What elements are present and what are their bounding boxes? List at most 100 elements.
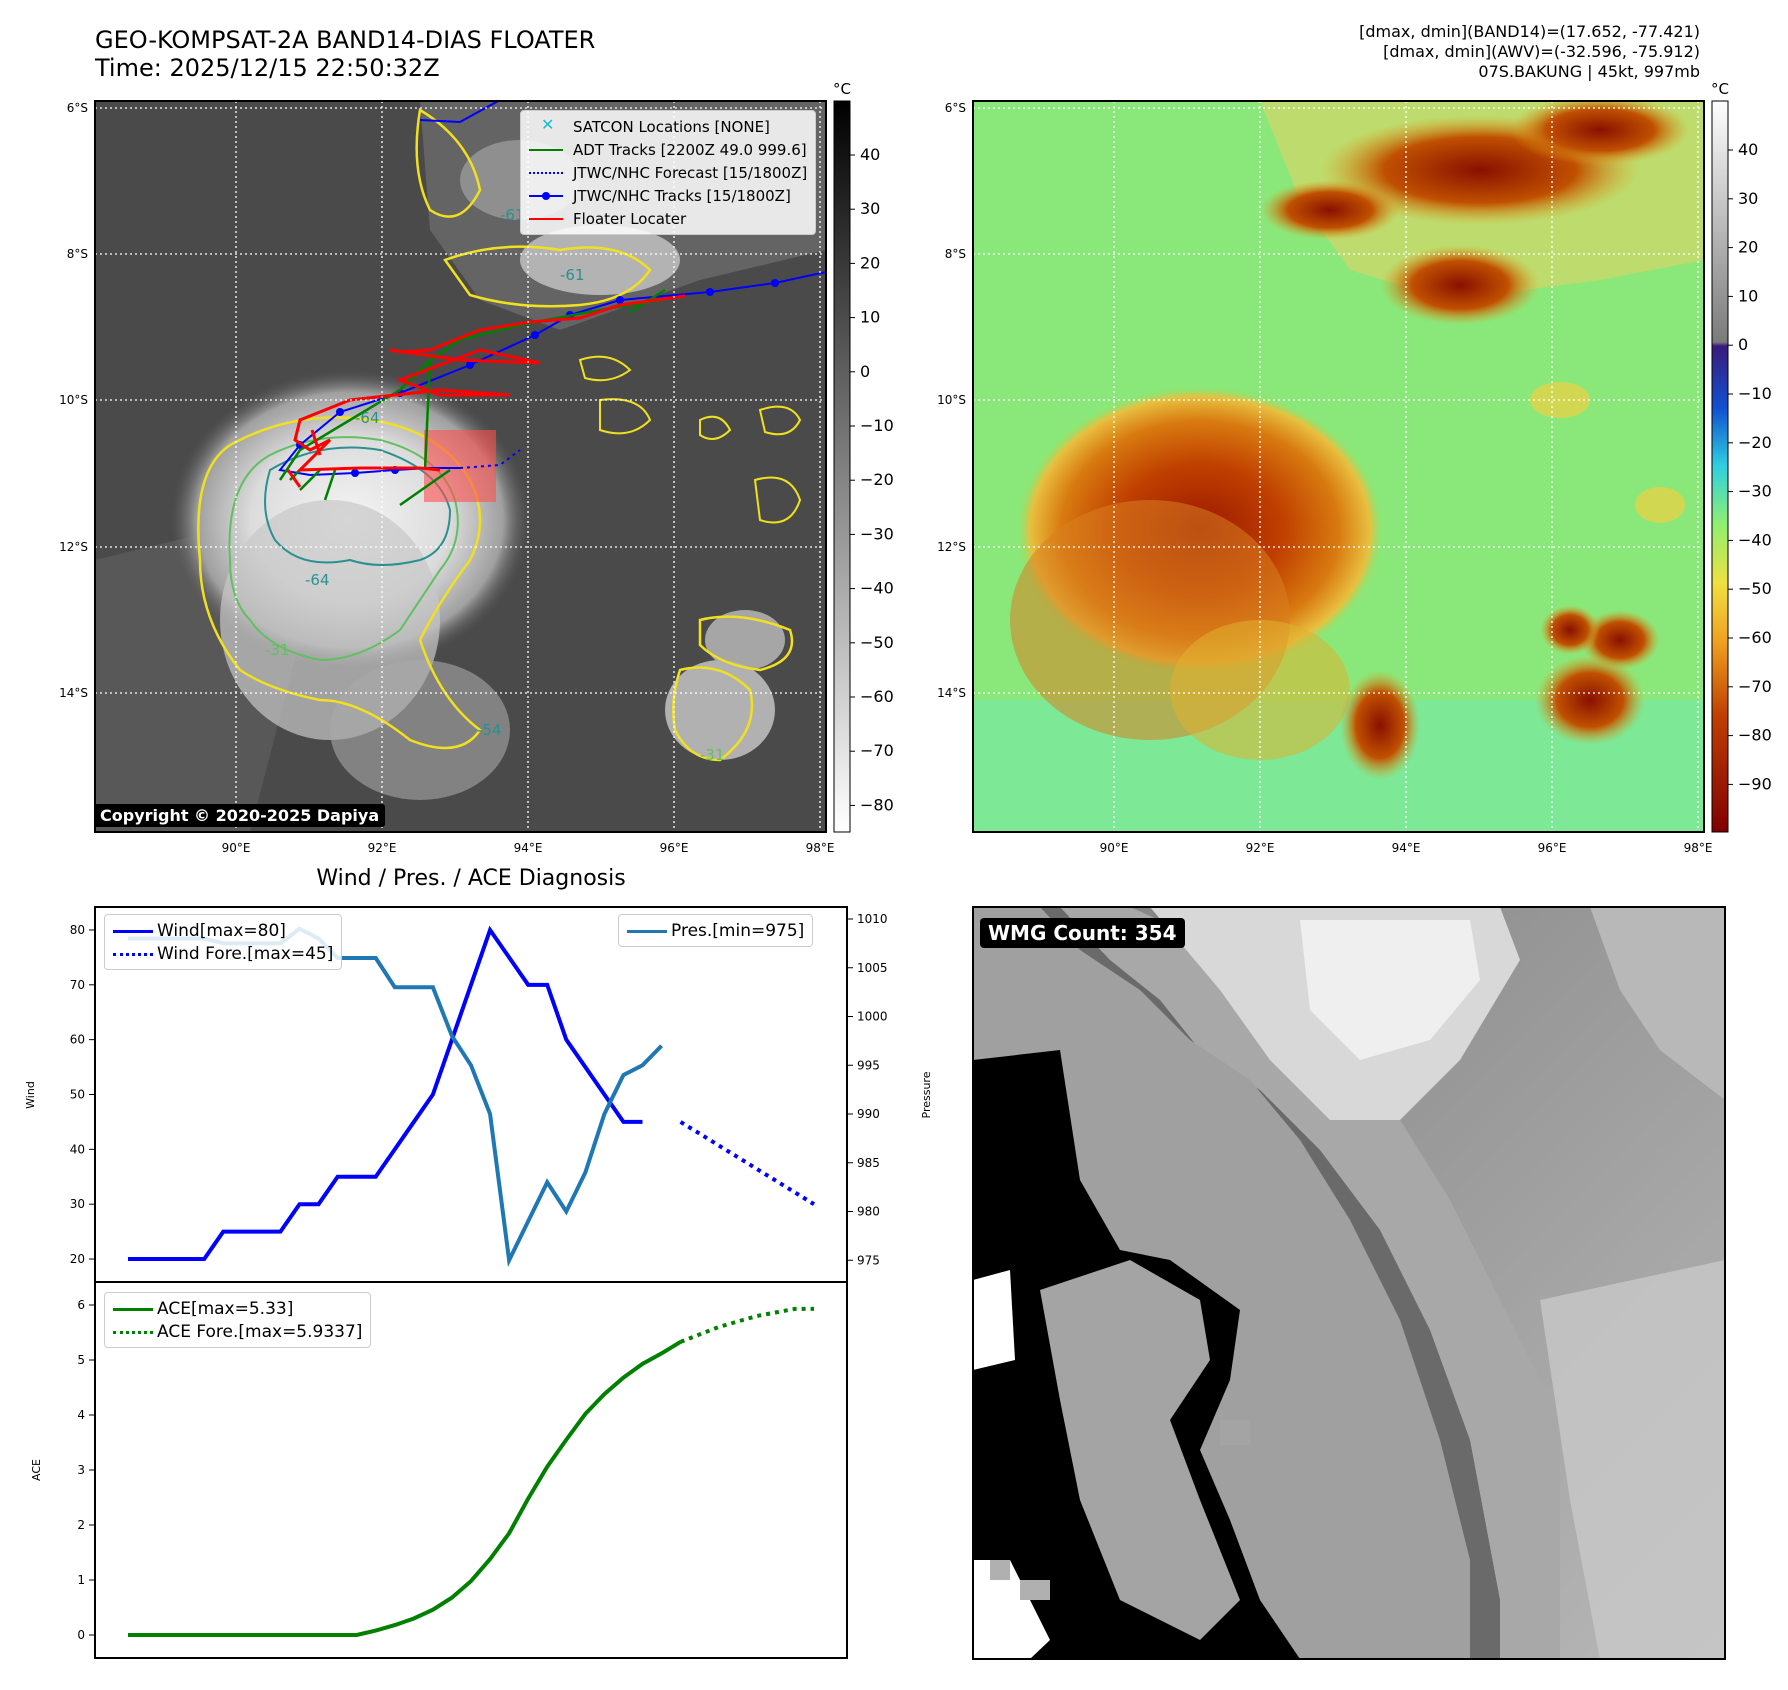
colorbar-tick-label: 30 <box>1738 189 1758 208</box>
lon-label: 92°E <box>368 841 397 855</box>
colorbar-tick-label: −60 <box>860 687 894 706</box>
colorbar-tick-label: −40 <box>1738 530 1772 549</box>
lon-label: 90°E <box>1100 841 1129 855</box>
colorbar-tick-label: −70 <box>1738 677 1772 696</box>
pressure-tick-label: 985 <box>857 1156 880 1170</box>
colorbar-tick-label: −10 <box>860 416 894 435</box>
legend-label: JTWC/NHC Tracks [15/1800Z] <box>573 186 791 205</box>
line-dotted-icon <box>113 1322 153 1342</box>
x-marker-icon: ✕ <box>541 114 555 134</box>
lon-label: 98°E <box>1684 841 1713 855</box>
ace-axis-label: ACE <box>30 1459 43 1481</box>
copyright-badge: Copyright © 2020-2025 Dapiya <box>94 804 386 827</box>
pressure-tick-label: 980 <box>857 1205 880 1219</box>
line-solid-icon <box>529 209 563 229</box>
ace-tick-label: 5 <box>77 1353 85 1367</box>
lat-label: 14°S <box>937 686 966 700</box>
lon-label: 94°E <box>514 841 543 855</box>
colorbar-tick-label: −20 <box>1738 433 1772 452</box>
ace-tick-label: 4 <box>77 1408 85 1422</box>
floater-box <box>424 430 496 502</box>
legend-item-floater: Floater Locater <box>529 207 807 230</box>
legend-item-ace: ACE[max=5.33] <box>113 1297 362 1320</box>
ir-colorbar: °C 40 30 20 10 0 −10 −20 −30 −40 −50 −60 −70 −80 <box>833 80 894 833</box>
colorbar-tick-label: 0 <box>1738 335 1748 354</box>
lat-label: 10°S <box>937 393 966 407</box>
jtwc-forecast <box>459 449 521 469</box>
colorbar-unit: °C <box>1711 80 1729 98</box>
colorbar-tick-label: −50 <box>1738 579 1772 598</box>
legend-label: SATCON Locations [NONE] <box>573 117 770 136</box>
legend-label: JTWC/NHC Forecast [15/1800Z] <box>573 163 808 182</box>
lon-label: 98°E <box>806 841 835 855</box>
stats-block: [dmax, dmin](BAND14)=(17.652, -77.421) [… <box>1359 22 1700 82</box>
stat-band14: [dmax, dmin](BAND14)=(17.652, -77.421) <box>1359 22 1700 41</box>
stat-awv: [dmax, dmin](AWV)=(-32.596, -75.912) <box>1383 42 1700 61</box>
contour-label: -64 <box>355 409 380 427</box>
ir-lon-labels: 90°E 92°E 94°E 96°E 98°E <box>222 841 835 855</box>
figure-title: GEO-KOMPSAT-2A BAND14-DIAS FLOATER Time:… <box>95 26 595 82</box>
colorbar-tick-label: −70 <box>860 741 894 760</box>
colorbar-tick-label: 40 <box>860 145 880 164</box>
wmg-panel <box>972 906 1726 1660</box>
colorbar-tick-label: 40 <box>1738 140 1758 159</box>
legend-item-satcon: ✕ SATCON Locations [NONE] <box>529 115 807 138</box>
enh-lat-labels: 6°S 8°S 10°S 12°S 14°S <box>937 101 966 700</box>
pressure-tick-label: 1010 <box>857 912 888 926</box>
title-line-2: Time: 2025/12/15 22:50:32Z <box>95 54 440 82</box>
enhanced-map: 6°S 8°S 10°S 12°S 14°S 90°E 92°E 94°E 96… <box>937 100 1713 855</box>
legend-label: ACE[max=5.33] <box>157 1298 294 1319</box>
wmg-count-badge: WMG Count: 354 <box>980 918 1185 948</box>
ace-tick-label: 6 <box>77 1298 85 1312</box>
legend-item-jtwc-tracks: JTWC/NHC Tracks [15/1800Z] <box>529 184 807 207</box>
legend-item-pressure: Pres.[min=975] <box>627 919 804 942</box>
colorbar-tick-label: −80 <box>1738 726 1772 745</box>
ace-panel: 6 5 4 3 2 1 0 ACE <box>30 1281 848 1659</box>
floater-locater <box>286 294 686 488</box>
wind-tick-label: 30 <box>70 1197 85 1211</box>
colorbar-tick-label: −30 <box>1738 482 1772 501</box>
lon-label: 96°E <box>660 841 689 855</box>
pressure-tick-label: 990 <box>857 1107 880 1121</box>
diagnosis-title: Wind / Pres. / ACE Diagnosis <box>316 866 625 891</box>
wind-tick-label: 20 <box>70 1252 85 1266</box>
wind-tick-label: 80 <box>70 923 85 937</box>
pressure-tick-label: 975 <box>857 1253 880 1267</box>
line-dotted-icon <box>113 944 153 964</box>
lat-label: 10°S <box>59 393 88 407</box>
contour-label: -61 <box>560 266 585 284</box>
colorbar-tick-label: −20 <box>860 470 894 489</box>
contour-label: -64 <box>305 571 330 589</box>
contour-green <box>228 436 459 662</box>
pressure-tick-label: 1005 <box>857 961 888 975</box>
colorbar-unit: °C <box>833 80 851 98</box>
enh-colorbar: °C 40 30 20 10 0 −10 −20 −30 −40 −50 −60 −70 −80 −90 <box>1711 80 1772 833</box>
contour-label: -31 <box>265 641 290 659</box>
wind-axis-label: Wind <box>24 1081 37 1109</box>
colorbar-tick-label: −90 <box>1738 774 1772 793</box>
pressure-axis-label: Pressure <box>920 1071 933 1118</box>
ace-tick-label: 2 <box>77 1518 85 1532</box>
lon-label: 90°E <box>222 841 251 855</box>
wind-tick-label: 50 <box>70 1088 85 1102</box>
legend-item-adt: ADT Tracks [2200Z 49.0 999.6] <box>529 138 807 161</box>
pressure-tick-label: 995 <box>857 1058 880 1072</box>
legend-item-wind-forecast: Wind Fore.[max=45] <box>113 942 333 965</box>
legend-label: Wind[max=80] <box>157 920 286 941</box>
lat-label: 12°S <box>59 540 88 554</box>
legend-label: Pres.[min=975] <box>671 920 805 941</box>
line-solid-icon <box>113 921 153 941</box>
colorbar-tick-label: −60 <box>1738 628 1772 647</box>
line-dotted-icon <box>529 163 563 183</box>
line-solid-icon <box>113 1299 153 1319</box>
contour-label: -61 <box>500 206 525 224</box>
series-line <box>679 1306 814 1344</box>
legend-label: ACE Fore.[max=5.9337] <box>157 1321 363 1342</box>
colorbar-tick-label: −10 <box>1738 384 1772 403</box>
pressure-legend: Pres.[min=975] <box>618 914 814 947</box>
pressure-tick-label: 1000 <box>857 1010 888 1024</box>
colorbar-tick-label: −30 <box>860 524 894 543</box>
ace-legend: ACE[max=5.33] ACE Fore.[max=5.9337] <box>104 1292 372 1348</box>
map-legend: ✕ SATCON Locations [NONE] ADT Tracks [22… <box>520 110 817 235</box>
